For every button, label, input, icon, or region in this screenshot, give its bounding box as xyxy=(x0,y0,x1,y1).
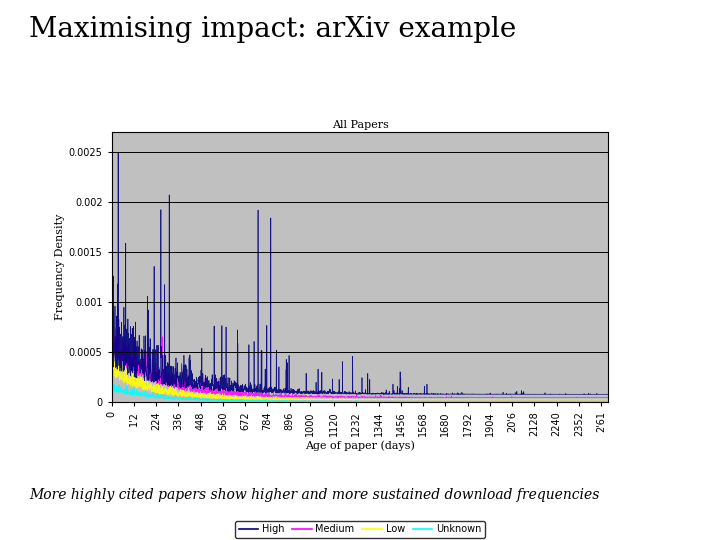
Text: Maximising impact: arXiv example: Maximising impact: arXiv example xyxy=(29,16,516,43)
Legend: High, Medium, Low, Unknown: High, Medium, Low, Unknown xyxy=(235,521,485,538)
Y-axis label: Frequency Density: Frequency Density xyxy=(55,214,65,320)
Title: All Papers: All Papers xyxy=(332,120,388,130)
X-axis label: Age of paper (days): Age of paper (days) xyxy=(305,440,415,451)
Text: More highly cited papers show higher and more sustained download frequencies: More highly cited papers show higher and… xyxy=(29,488,599,502)
